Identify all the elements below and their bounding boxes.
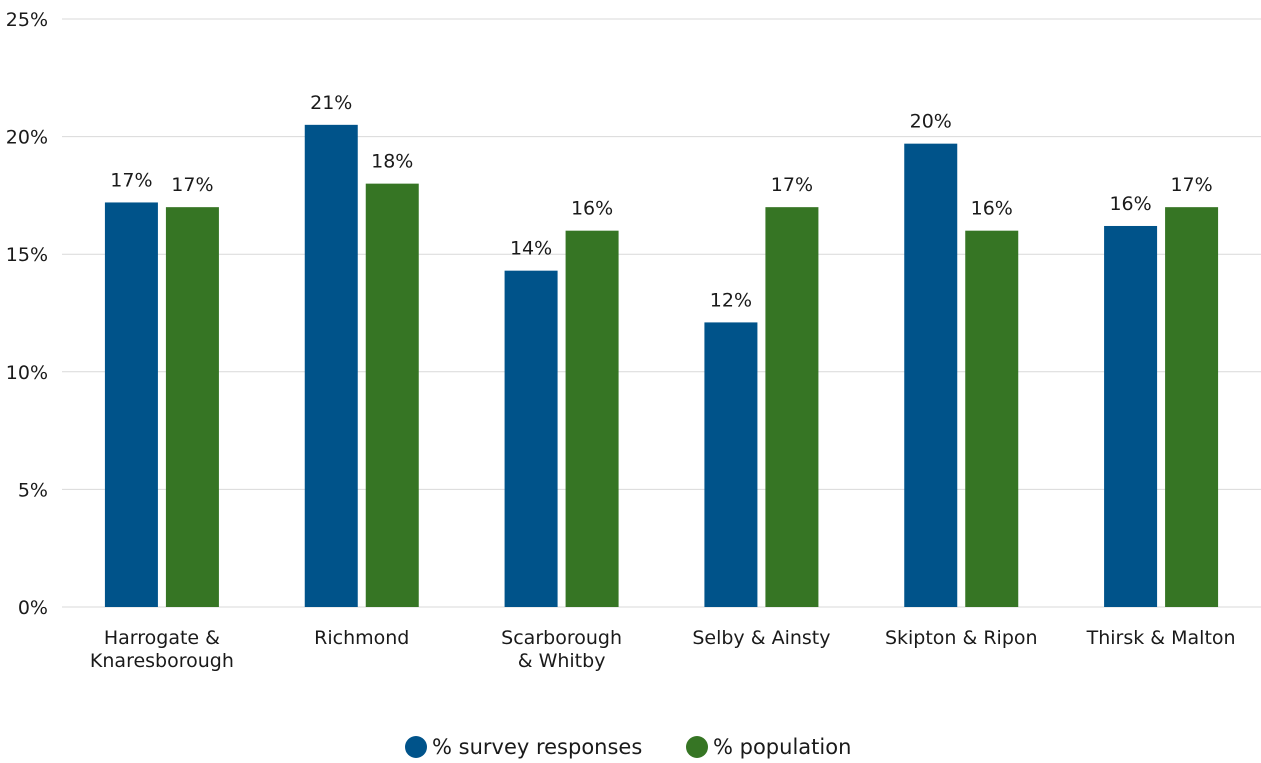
data-label: 17% [110,169,152,191]
x-tick-label-line: Thirsk & Malton [1086,627,1236,649]
data-label: 16% [1109,193,1151,215]
legend: % survey responses % population [405,735,851,759]
data-label: 17% [771,174,813,196]
bar-population-0 [165,207,219,607]
x-tick-label: Skipton & Ripon [885,627,1038,649]
data-label: 18% [371,151,413,173]
x-tick-label-line: Richmond [314,627,409,649]
y-tick-label: 25% [6,9,48,31]
y-axis-ticks: 0% 5% 10% 15% 20% 25% [6,9,48,619]
x-tick-label: Richmond [314,627,409,649]
x-tick-label-line: Selby & Ainsty [692,627,830,649]
x-tick-label-line: & Whitby [518,650,606,672]
data-label: 12% [710,289,752,311]
bar-population-1 [365,183,419,607]
data-label: 17% [171,174,213,196]
y-tick-label: 0% [18,597,48,619]
x-axis-ticks: Harrogate & Knaresborough Richmond Scarboro… [90,627,1236,672]
data-label: 17% [1170,174,1212,196]
data-labels: 17% 17% 21% 18% 14% 16% 12% 17% 20% 16% 16% 17% [110,92,1212,312]
legend-label: % population [713,735,851,759]
bar-population-4 [965,230,1019,607]
bar-population-3 [765,207,819,607]
data-label: 16% [571,198,613,220]
bar-population-2 [565,230,619,607]
y-tick-label: 15% [6,244,48,266]
bar-survey-1 [304,124,358,607]
legend-label: % survey responses [432,735,642,759]
x-tick-label-line: Skipton & Ripon [885,627,1038,649]
y-tick-label: 20% [6,127,48,149]
bar-survey-3 [704,322,758,607]
x-tick-label-line: Knaresborough [90,650,234,672]
data-label: 20% [910,111,952,133]
bars [104,124,1219,607]
data-label: 16% [971,198,1013,220]
legend-marker [686,736,708,758]
bar-survey-5 [1104,225,1158,607]
x-tick-label: Thirsk & Malton [1086,627,1236,649]
y-tick-label: 10% [6,362,48,384]
x-tick-label: Harrogate & Knaresborough [90,627,234,672]
x-tick-label-line: Scarborough [501,627,622,649]
data-label: 21% [310,92,352,114]
bar-survey-2 [504,270,558,607]
bar-population-5 [1165,207,1219,607]
x-tick-label: Scarborough & Whitby [501,627,622,672]
legend-marker [405,736,427,758]
data-label: 14% [510,238,552,260]
bar-survey-4 [904,143,958,607]
gridlines [62,18,1261,608]
x-tick-label-line: Harrogate & [104,627,220,649]
x-tick-label: Selby & Ainsty [692,627,830,649]
y-tick-label: 5% [18,479,48,501]
bar-survey-0 [104,202,158,607]
